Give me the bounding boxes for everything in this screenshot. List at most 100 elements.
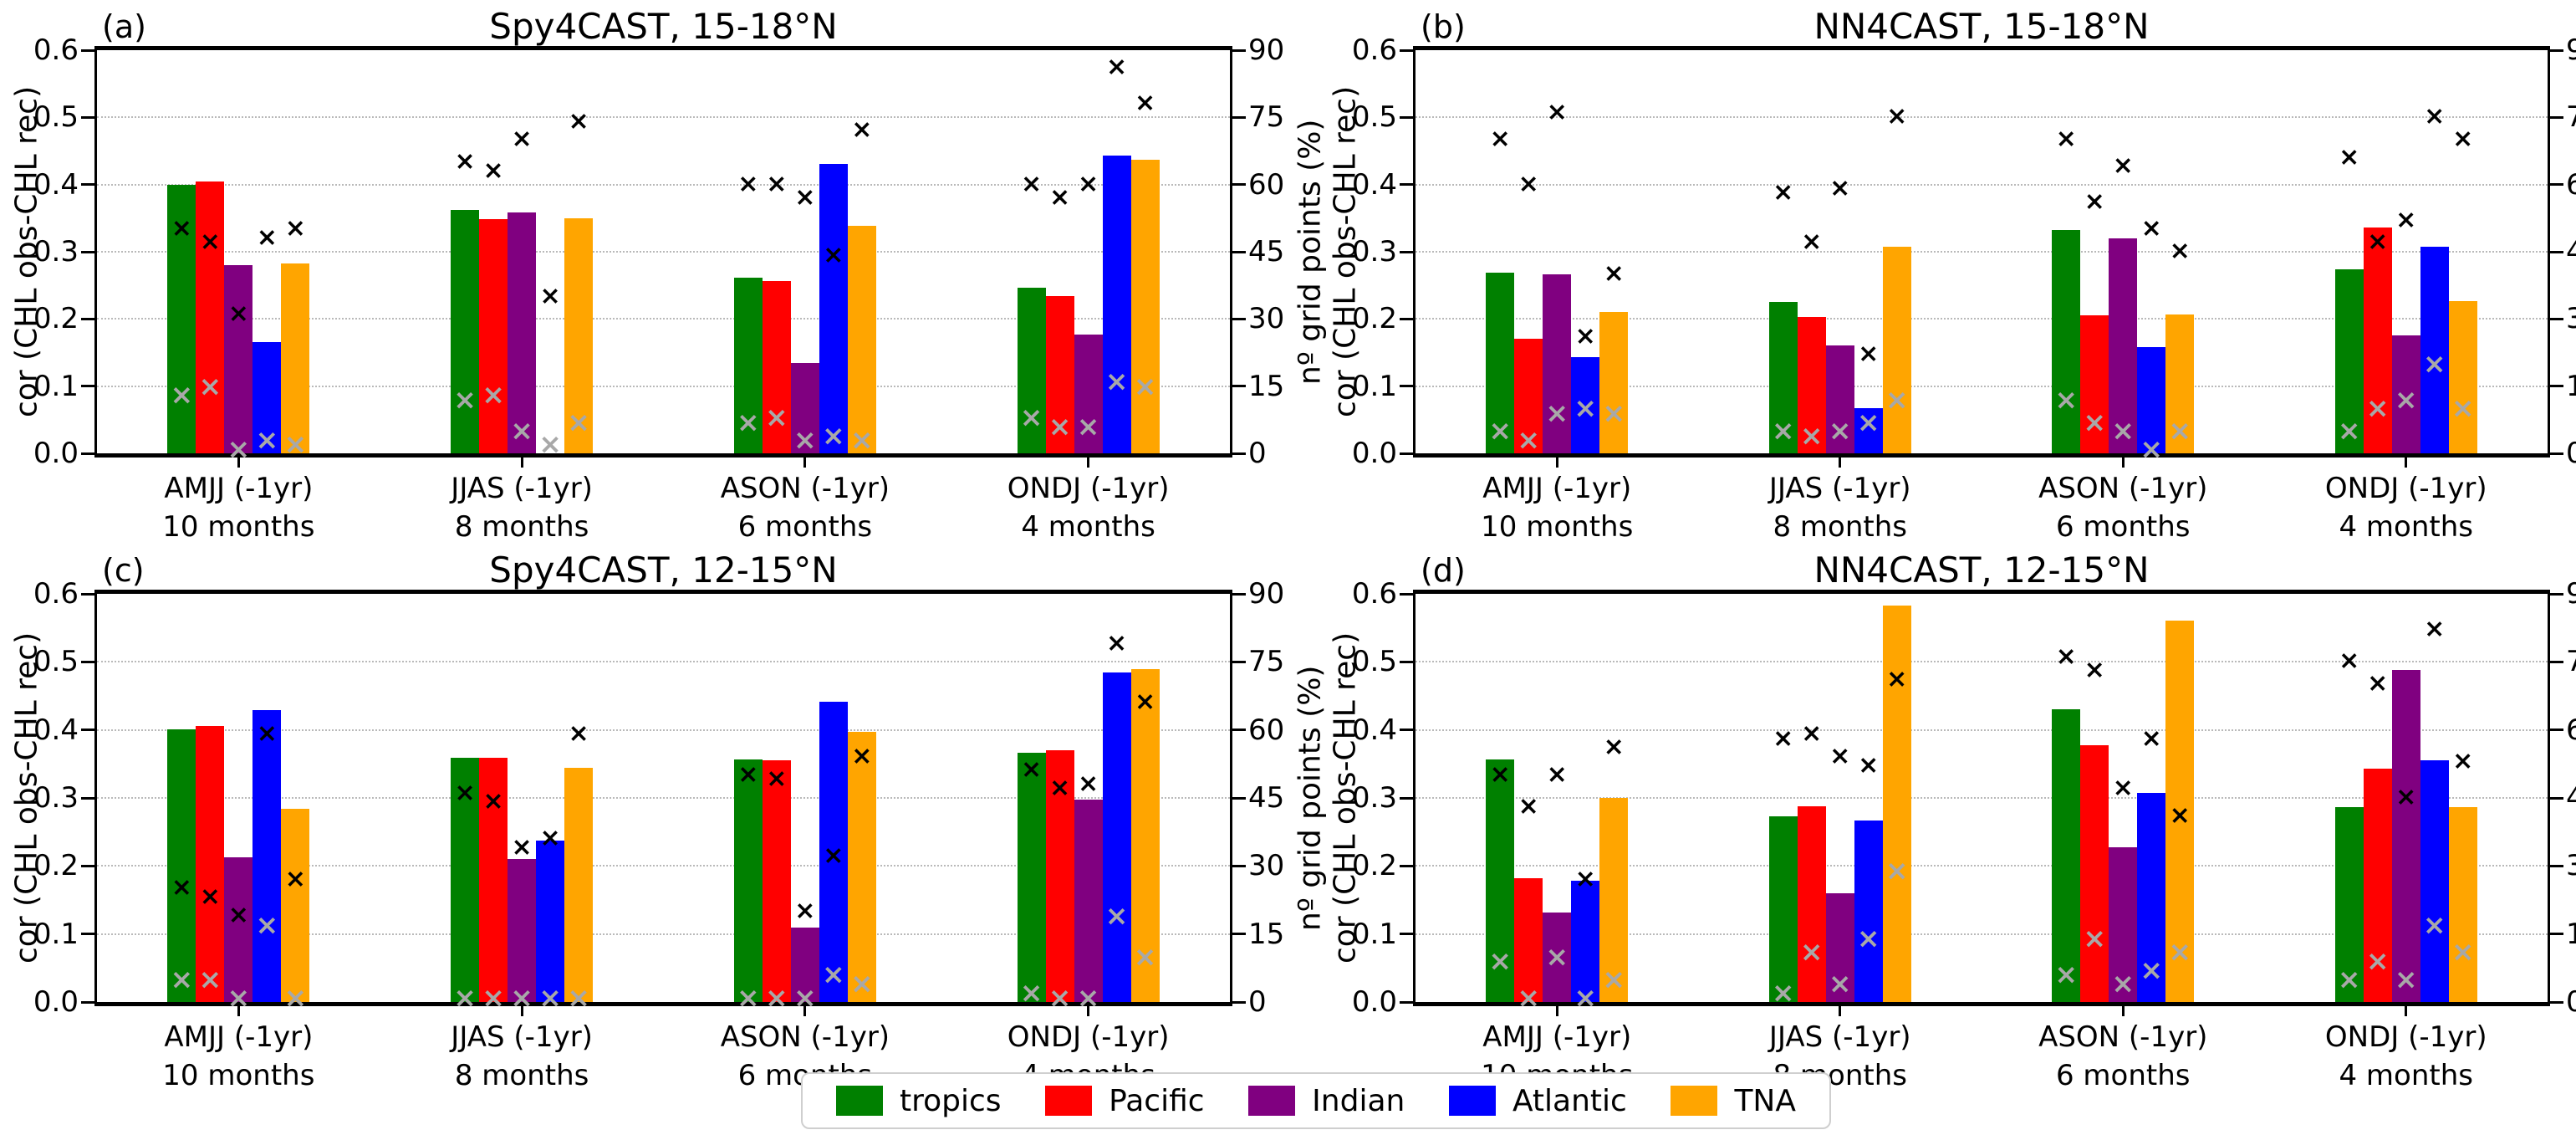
x-tick-label-months: 4 months (2339, 510, 2473, 544)
gridline (1416, 729, 2548, 731)
black-x-marker: × (199, 882, 221, 912)
y-tick-mark (1400, 317, 1413, 320)
gray-x-marker: × (227, 432, 251, 465)
gray-x-marker: × (1771, 975, 1795, 1009)
bar-Pacific (479, 219, 508, 453)
bar-Atlantic (2420, 247, 2449, 453)
black-x-marker: × (2169, 236, 2191, 266)
y-tick-mark (81, 183, 94, 187)
y-tick-label: 0.0 (1351, 437, 1397, 470)
bar-Atlantic (2420, 760, 2449, 1002)
gray-x-marker: × (482, 980, 505, 1014)
plot-area: 0.0 0.1 0.2 0.3 0.4 0.5 0.6 0 15 30 45 60 75 90 AMJJ (… (1352, 577, 2576, 1092)
gray-x-marker: × (482, 378, 505, 412)
y-tick-mark (2550, 660, 2563, 663)
y-tick-label: 45 (2566, 781, 2576, 815)
black-x-marker: × (823, 240, 844, 270)
gridline (1416, 933, 2548, 935)
gray-x-marker: × (1019, 400, 1043, 433)
y-tick-label: 60 (2566, 167, 2576, 202)
black-x-marker: × (794, 895, 816, 925)
y-tick-label: 0.2 (33, 302, 79, 336)
y-tick-label: 0.5 (33, 645, 79, 679)
black-x-marker: × (1801, 227, 1823, 257)
bar-Atlantic (1854, 408, 1883, 453)
black-x-marker: × (227, 900, 249, 930)
black-x-marker: × (1603, 732, 1625, 762)
tna-swatch-icon (1671, 1086, 1718, 1116)
bar-Pacific (196, 181, 225, 453)
panel-letter: (d) (1421, 552, 1466, 589)
legend-item-indian: Indian (1248, 1084, 1405, 1118)
black-x-marker: × (2084, 187, 2105, 217)
gray-x-marker: × (2451, 935, 2475, 969)
gray-x-marker: × (1517, 422, 1541, 456)
y-tick-mark (1400, 115, 1413, 119)
black-x-marker: × (1829, 741, 1851, 771)
gray-x-marker: × (2451, 391, 2475, 425)
black-x-marker: × (2452, 746, 2474, 776)
black-x-marker: × (1049, 182, 1071, 212)
y-tick-mark (1232, 250, 1246, 253)
bar-Atlantic (252, 342, 282, 453)
black-x-marker: × (1518, 169, 1539, 199)
bar-TNA (281, 809, 310, 1002)
gray-x-marker: × (737, 980, 760, 1014)
x-tick-label-months: 8 months (1773, 510, 1907, 544)
bar-Pacific (1045, 296, 1074, 453)
bar-TNA (2448, 301, 2477, 453)
bar-Pacific (196, 725, 225, 1002)
y-tick-label: 0.2 (1351, 849, 1397, 883)
gridline (97, 251, 1230, 253)
gray-x-marker: × (793, 422, 817, 456)
panel-a: (a) Spy4CAST, 15-18°N cor (CHL obs-CHL r… (10, 7, 1328, 544)
y-tick-label: 90 (2566, 577, 2576, 611)
black-x-marker: × (1773, 723, 1794, 753)
gray-x-marker: × (2337, 962, 2361, 995)
bar-tropics (451, 758, 480, 1002)
y-tick-mark (1232, 1000, 1246, 1004)
panel-title: NN4CAST, 12-15°N (1813, 550, 2150, 591)
black-x-marker: × (1106, 628, 1128, 658)
y-tick-mark (81, 49, 94, 52)
y-tick-label: 15 (1248, 917, 1285, 951)
bar-TNA (1130, 159, 1160, 453)
y-tick-label: 0.0 (33, 985, 79, 1019)
black-x-marker: × (1773, 177, 1794, 207)
y-tick-mark (2550, 385, 2563, 388)
black-x-marker: × (2367, 668, 2389, 698)
gridline (97, 385, 1230, 387)
gray-x-marker: × (2083, 921, 2107, 954)
gray-x-marker: × (227, 980, 251, 1014)
x-tick-mark (2121, 458, 2125, 468)
plot-area: 0.0 0.1 0.2 0.3 0.4 0.5 0.6 0 15 30 45 60 75 90 AMJJ (… (33, 577, 1284, 1092)
y-tick-mark (1232, 115, 1246, 119)
black-x-marker: × (2424, 614, 2446, 644)
black-x-marker: × (539, 823, 561, 853)
x-tick-label-season: AMJJ (-1yr) (1482, 1020, 1632, 1054)
y-tick-mark (1232, 385, 1246, 388)
y-tick-label: 0.6 (1351, 33, 1397, 67)
y-tick-label: 75 (1248, 645, 1285, 679)
y-tick-label: 75 (2566, 100, 2576, 135)
x-tick-mark (1839, 1006, 1842, 1016)
y-tick-label: 0.5 (1351, 645, 1397, 679)
y-tick-mark (2550, 1000, 2563, 1004)
y-tick-label: 0.4 (33, 167, 79, 202)
y-tick-mark (1400, 452, 1413, 455)
black-x-marker: × (454, 146, 476, 176)
y-tick-label: 0.4 (1351, 713, 1397, 747)
black-x-marker: × (2140, 723, 2162, 753)
black-x-marker: × (1135, 88, 1156, 118)
gray-x-marker: × (793, 980, 817, 1014)
black-x-marker: × (1135, 687, 1156, 717)
gray-x-marker: × (2168, 414, 2192, 447)
black-x-marker: × (823, 841, 844, 871)
gray-x-marker: × (510, 980, 533, 1014)
x-tick-mark (2405, 458, 2408, 468)
bar-Pacific (1797, 316, 1826, 453)
bar-TNA (2165, 314, 2195, 453)
black-x-marker: × (1886, 664, 1908, 694)
y-tick-label: 0.3 (1351, 235, 1397, 268)
bar-Atlantic (819, 701, 848, 1002)
